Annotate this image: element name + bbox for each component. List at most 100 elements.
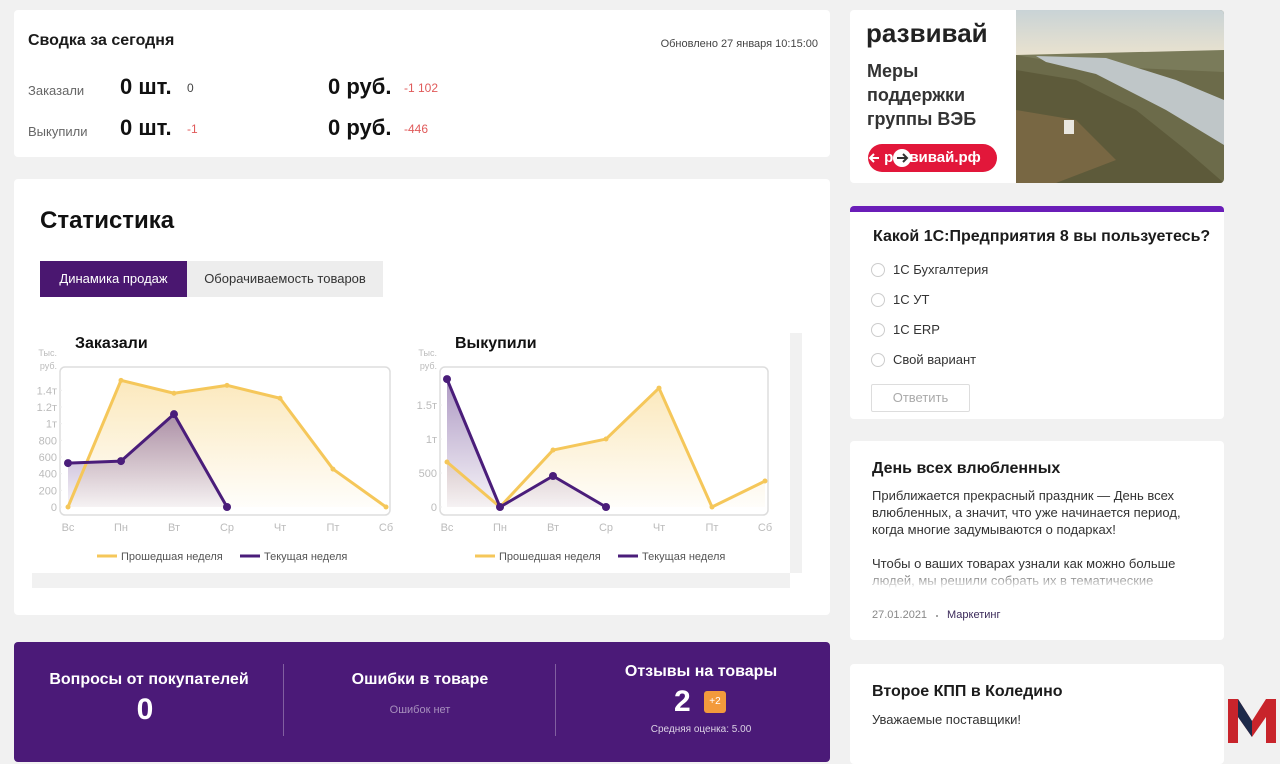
counters-card: Вопросы от покупателей 0 Ошибки в товаре… (14, 642, 830, 762)
x-tick-label: Чт (274, 522, 286, 534)
poll-button[interactable]: Ответить (871, 384, 970, 412)
y-tick-label: 1.5т (417, 400, 437, 412)
y-tick-label: 200 (39, 485, 57, 497)
y-tick-label: 800 (39, 435, 57, 447)
news-title: День всех влюбленных (872, 460, 1061, 477)
y-axis-label: Тыс. (418, 348, 437, 358)
legend-label: Прошедшая неделя (121, 551, 223, 563)
h-scrollbar[interactable] (32, 573, 790, 588)
banner-image (1016, 10, 1224, 183)
area (447, 379, 606, 507)
poll-option[interactable]: 1С УТ (893, 292, 930, 307)
plot-frame (59, 366, 391, 516)
point (443, 375, 451, 384)
point (223, 503, 231, 511)
radio[interactable] (871, 293, 885, 307)
radio[interactable] (871, 263, 885, 277)
legend-label: Прошедшая неделя (499, 551, 601, 563)
chart-title: Заказали (75, 335, 148, 352)
y-tick-label: 1.2т (37, 402, 57, 414)
delta: -1 102 (404, 81, 439, 95)
x-tick-label: Ср (220, 522, 234, 534)
news-text: Уважаемые поставщики! (872, 712, 1022, 727)
banner-line: поддержки (867, 85, 966, 105)
point (496, 503, 504, 511)
counter-note: Средняя оценка: 5.00 (650, 724, 752, 735)
point (117, 457, 125, 466)
point (118, 377, 124, 383)
counter-title: Ошибки в товаре (351, 671, 489, 688)
news-card[interactable]: День всех влюбленных Приближается прекра… (850, 441, 1224, 640)
news-date: 27.01.2021 (872, 609, 928, 621)
summary-card: Сводка за сегодня Обновлено 27 января 10… (14, 10, 830, 157)
v-scrollbar[interactable] (790, 333, 802, 573)
banner-brand: развивай (866, 18, 988, 48)
delta: -446 (404, 122, 429, 136)
delta: -1 (187, 122, 198, 136)
banner-button[interactable]: развивай.рф (868, 144, 997, 172)
page: Сводка за сегодня Обновлено 27 января 10… (14, 10, 1276, 764)
y-tick-label: 500 (419, 468, 437, 480)
x-tick-label: Вт (547, 522, 559, 534)
line (445, 378, 607, 509)
tab[interactable]: Динамика продаж (40, 261, 187, 297)
x-tick-label: Пт (327, 522, 340, 534)
point (762, 478, 768, 484)
point (170, 410, 178, 419)
point (64, 459, 72, 468)
point (330, 466, 336, 472)
counter-note: Ошибок нет (389, 704, 451, 716)
x-tick-label: Пн (493, 522, 507, 534)
y-tick-label: 1т (426, 434, 437, 446)
x-tick-label: Чт (653, 522, 665, 534)
y-tick-label: 1.4т (37, 385, 57, 397)
tab[interactable]: Оборачиваемость товаров (187, 261, 383, 297)
y-axis-label: руб. (420, 361, 437, 371)
poll-option[interactable]: Свой вариант (893, 352, 977, 367)
area (447, 388, 765, 507)
counter-title: Отзывы на товары (624, 663, 778, 680)
x-tick-label: Пн (114, 522, 128, 534)
radio[interactable] (871, 323, 885, 337)
y-tick-label: 1т (46, 419, 57, 431)
news-card[interactable]: Второе КПП в Коледино Уважаемые поставщи… (850, 664, 1224, 764)
divider (283, 664, 284, 736)
updated: Обновлено 27 января 10:15:00 (660, 38, 818, 50)
x-tick-label: Сб (379, 522, 393, 534)
point (603, 436, 609, 442)
x-tick-label: Вс (62, 522, 75, 534)
row-label: Выкупили (28, 124, 88, 139)
point (383, 504, 389, 510)
y-tick-label: 0 (431, 502, 437, 514)
news-tag[interactable]: Маркетинг (947, 609, 1001, 621)
y-tick-label: 600 (39, 452, 57, 464)
banner[interactable]: развивай Меры поддержки группы ВЭБ разви… (850, 10, 1224, 183)
point (65, 504, 71, 510)
banner-arrows[interactable] (866, 148, 936, 168)
poll-option[interactable]: 1С ERP (893, 322, 940, 337)
poll-card: Какой 1С:Предприятия 8 вы пользуетесь? 1… (850, 206, 1224, 419)
point (224, 382, 230, 388)
point (709, 504, 715, 510)
divider (555, 664, 556, 736)
banner-line: группы ВЭБ (867, 109, 977, 129)
point (656, 385, 662, 391)
news-title: Второе КПП в Коледино (872, 683, 1063, 700)
point (444, 459, 450, 465)
x-tick-label: Вс (441, 522, 454, 534)
x-tick-label: Ср (599, 522, 613, 534)
counter-value: 0 (136, 693, 154, 726)
delta: 0 (187, 81, 194, 95)
sum: 0 руб. (328, 74, 392, 99)
y-tick-label: 400 (39, 469, 57, 481)
row-label: Заказали (28, 83, 85, 98)
plot-frame (439, 366, 769, 516)
counter-value: 2 (674, 685, 691, 718)
badge: +2 (704, 691, 726, 713)
summary-title: Сводка за сегодня (28, 32, 175, 49)
x-tick-label: Вт (168, 522, 180, 534)
y-axis-label: Тыс. (38, 348, 57, 358)
poll-option[interactable]: 1С Бухгалтерия (893, 262, 989, 277)
radio[interactable] (871, 353, 885, 367)
charts: Заказали Тыс. руб. 0 200 400 600 800 1т 1.2т 1.4т В… (37, 335, 772, 563)
